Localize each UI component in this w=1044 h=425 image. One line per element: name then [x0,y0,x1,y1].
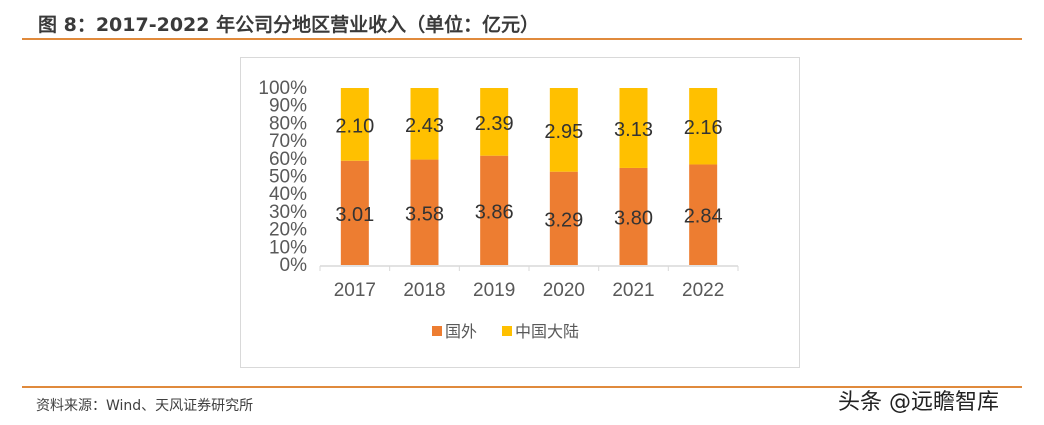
data-label: 3.29 [544,209,583,231]
y-tick-label: 10% [269,237,307,258]
bar-mainland [619,88,648,168]
legend-label: 国外 [445,322,477,341]
bar-overseas [410,159,439,265]
bar-mainland [480,88,509,156]
x-tick-label: 2017 [334,280,376,301]
data-label: 3.01 [335,204,374,226]
bar-mainland [340,88,369,161]
title-divider [22,38,1022,40]
bar-overseas [619,167,648,265]
x-tick-label: 2018 [403,280,445,301]
bar-mainland [410,88,439,160]
y-tick-label: 40% [269,184,307,205]
source-note: 资料来源：Wind、天风证券研究所 [36,398,254,414]
legend-swatch [502,326,512,336]
y-tick-label: 20% [269,220,307,241]
legend-swatch [432,326,442,336]
data-label: 3.58 [405,203,444,225]
y-tick-label: 30% [269,202,307,223]
bar-mainland [689,88,718,165]
x-tick-label: 2020 [543,280,585,301]
data-label: 3.86 [475,201,514,223]
bar-overseas [549,171,578,265]
x-tick-label: 2021 [612,280,654,301]
y-tick-label: 90% [269,96,307,117]
bar-mainland [549,88,578,172]
y-tick-label: 70% [269,131,307,152]
bar-overseas [689,164,718,265]
data-label: 2.39 [475,113,514,135]
figure-title: 图 8：2017-2022 年公司分地区营业收入（单位：亿元） [38,14,540,36]
y-tick-label: 80% [269,113,307,134]
watermark: 头条 @远瞻智库 [838,390,999,415]
x-tick-label: 2019 [473,280,515,301]
legend-label: 中国大陆 [515,322,579,341]
data-label: 2.16 [684,117,723,139]
data-label: 2.43 [405,115,444,137]
bar-overseas [340,160,369,265]
y-tick-label: 60% [269,149,307,170]
x-tick-label: 2022 [682,280,724,301]
data-label: 3.13 [614,119,653,141]
data-label: 3.80 [614,207,653,229]
source-divider [22,386,1022,388]
bar-overseas [480,155,509,265]
y-tick-label: 100% [258,78,307,99]
y-tick-label: 50% [269,167,307,188]
y-tick-label: 0% [280,255,308,276]
data-label: 2.95 [544,121,583,143]
data-label: 2.10 [335,115,374,137]
data-label: 2.84 [684,206,723,228]
chart-frame [240,57,800,368]
